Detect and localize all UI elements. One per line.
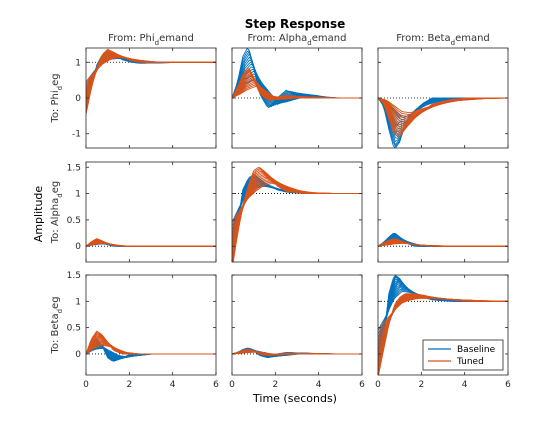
row-title-main: To: Alpha	[50, 198, 61, 245]
row-title-sub: d	[56, 309, 64, 313]
y-axis-label: Amplitude	[32, 186, 45, 243]
curves	[378, 97, 508, 148]
x-axis-label: Time (seconds)	[252, 392, 337, 405]
y-tick-label: 0	[75, 242, 81, 252]
curves	[232, 347, 362, 358]
curves	[232, 167, 362, 262]
y-tick-label: 0	[75, 94, 81, 104]
column-title-main: From: Phi	[108, 33, 154, 44]
y-tick-label: 0.5	[67, 324, 81, 334]
y-tick-label: 1	[75, 297, 81, 307]
tuned-response-13	[86, 330, 216, 355]
column-title-2: From: Betademand	[396, 33, 490, 47]
row-title-sub: d	[56, 86, 64, 90]
row-title-1: To: Alphadeg	[50, 181, 64, 244]
curves	[378, 275, 508, 375]
column-title-rest: emand	[159, 33, 194, 44]
legend-box	[422, 339, 504, 371]
x-tick-label: 2	[272, 380, 278, 390]
tuned-response-13	[378, 97, 508, 138]
legend: Baseline Tuned	[422, 339, 504, 371]
panel-frame	[377, 274, 509, 376]
row-title-2: To: Betadeg	[50, 296, 64, 354]
curves	[86, 238, 216, 247]
column-title-sub: d	[307, 39, 311, 47]
tuned-response-13	[378, 238, 508, 247]
curves	[86, 330, 216, 362]
tuned-response-13	[232, 349, 362, 356]
row-title-rest: eg	[50, 73, 61, 86]
column-title-0: From: Phidemand	[108, 33, 194, 47]
row-title-main: To: Phi	[50, 90, 61, 123]
x-tick-label: 0	[83, 380, 89, 390]
y-tick-label: 0	[75, 350, 81, 360]
x-tick-label: 6	[359, 380, 365, 390]
legend-label-baseline: Baseline	[457, 345, 496, 355]
x-tick-label: 0	[375, 380, 381, 390]
y-tick-label: 1.5	[67, 271, 81, 281]
panel-frame	[85, 161, 217, 263]
row-title-sub: d	[56, 193, 64, 197]
panel-r1-c0: 1.5 1 0.5 0	[67, 161, 217, 263]
y-tick-label: 0.5	[67, 216, 81, 226]
panel-frame	[85, 274, 217, 376]
chart-title: Step Response	[245, 17, 345, 31]
column-title-rest: emand	[455, 33, 490, 44]
tuned-response-13	[86, 48, 216, 115]
panel-r1-c2	[377, 161, 509, 263]
panel-frame	[231, 161, 363, 263]
curves	[378, 232, 508, 247]
panel-r1-c1	[231, 161, 363, 263]
tuned-response-13	[378, 293, 508, 375]
x-tick-label: 2	[126, 380, 132, 390]
x-tick-label: 4	[316, 380, 322, 390]
panel-r2-c0: 0 2 4 6 1.5 1 0.5 0	[67, 271, 219, 390]
panel-background	[86, 162, 216, 262]
column-title-main: From: Alpha	[248, 33, 308, 44]
x-tick-label: 2	[418, 380, 424, 390]
panel-r0-c0: 1 0 -1	[72, 47, 217, 149]
panel-r0-c1	[231, 47, 363, 149]
panel-r0-c2	[377, 47, 509, 149]
x-tick-label: 6	[213, 380, 219, 390]
column-title-main: From: Beta	[396, 33, 450, 44]
panel-frame	[231, 274, 363, 376]
row-title-rest: eg	[50, 296, 61, 309]
tuned-response-13	[232, 67, 362, 101]
row-title-main: To: Beta	[50, 313, 61, 354]
column-title-1: From: Alphademand	[248, 33, 347, 47]
panel-background	[86, 48, 216, 148]
x-tick-label: 4	[462, 380, 468, 390]
row-title-0: To: Phideg	[50, 73, 64, 123]
legend-label-tuned: Tuned	[456, 357, 484, 367]
x-tick-label: 6	[505, 380, 511, 390]
panel-background	[378, 162, 508, 262]
curves	[86, 48, 216, 115]
column-title-sub: d	[451, 39, 455, 47]
panel-r2-c1: 0 2 4 6	[229, 274, 365, 390]
row-title-rest: eg	[50, 181, 61, 194]
curves	[232, 48, 362, 109]
x-tick-label: 4	[170, 380, 176, 390]
y-tick-label: 1.5	[67, 163, 81, 173]
panel-grid: From: Phidemand From: Alphademand From: Be…	[50, 33, 511, 390]
panel-background	[86, 275, 216, 375]
panel-background	[232, 275, 362, 375]
x-tick-label: 0	[229, 380, 235, 390]
panel-frame	[377, 161, 509, 263]
y-tick-label: 1	[75, 58, 81, 68]
tuned-response-13	[232, 167, 362, 262]
column-title-sub: d	[155, 39, 159, 47]
column-title-rest: emand	[312, 33, 347, 44]
panel-r2-c2: 0 2 4 6	[375, 274, 511, 390]
y-tick-label: 1	[75, 190, 81, 200]
tuned-response-13	[86, 238, 216, 247]
y-tick-label: -1	[72, 130, 81, 140]
